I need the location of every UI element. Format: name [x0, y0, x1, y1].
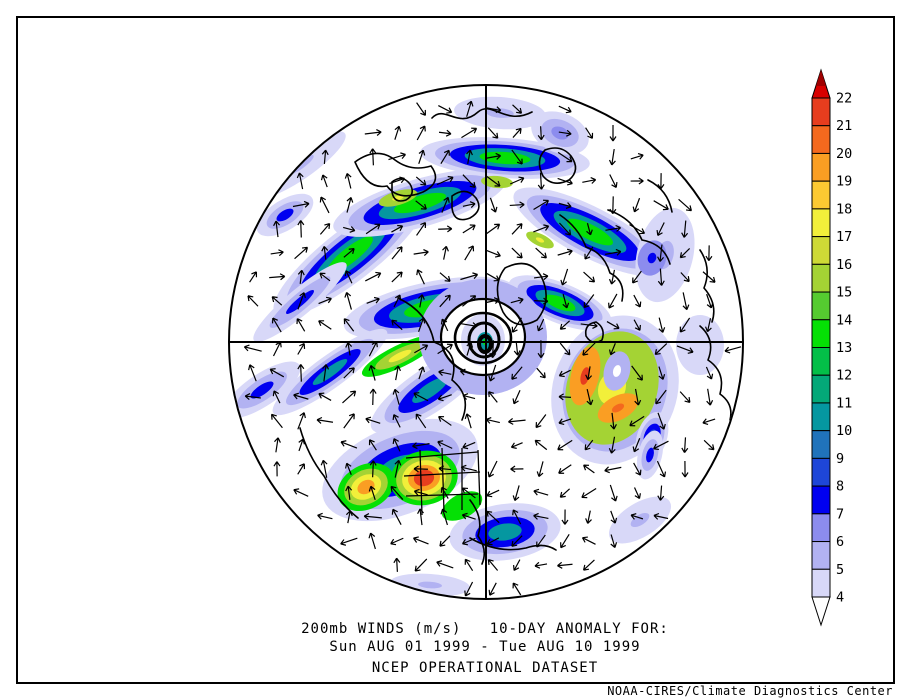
colorbar-tick-label: 15	[836, 285, 852, 301]
anomaly-shading	[230, 96, 724, 597]
colorbar-cell	[811, 291, 831, 321]
map-content	[230, 86, 742, 598]
colorbar-cell	[811, 319, 831, 348]
colorbar-cell	[811, 513, 831, 543]
dataset-label: NCEP OPERATIONAL DATASET	[371, 660, 599, 676]
colorbar-cell	[811, 125, 831, 154]
colorbar-cell	[811, 263, 831, 293]
colorbar-under-arrow	[811, 596, 831, 627]
colorbar-cell	[811, 152, 831, 182]
colorbar-cell	[811, 347, 831, 376]
colorbar-tick-label: 17	[836, 229, 852, 245]
colorbar-tick-label: 16	[836, 257, 852, 273]
wind-vectors	[243, 100, 742, 597]
colorbar-cell	[811, 568, 831, 598]
colorbar-tick-label: 11	[836, 395, 852, 411]
colorbar-cell	[811, 402, 831, 432]
plot-date-range: Sun AUG 01 1999 - Tue AUG 10 1999	[329, 639, 641, 655]
colorbar-tick-label: 9	[836, 451, 844, 467]
colorbar-tick-label: 8	[836, 479, 844, 495]
crosshair-lines	[230, 86, 742, 598]
colorbar-tick-label: 4	[836, 590, 844, 606]
colorbar-tick-label: 22	[836, 91, 852, 107]
colorbar-tick-label: 12	[836, 368, 852, 384]
colorbar-cell	[811, 485, 831, 515]
colorbar-tick-label: 20	[836, 146, 852, 162]
colorbar-tick-label: 14	[836, 312, 852, 328]
colorbar-cell	[811, 541, 831, 570]
colorbar-tick-label: 19	[836, 174, 852, 190]
colorbar-tick-label: 5	[836, 562, 844, 578]
colorbar-tick-label: 7	[836, 506, 844, 522]
colorbar-cell	[811, 180, 831, 210]
credit-text: NOAA-CIRES/Climate Diagnostics Center	[607, 684, 893, 698]
colorbar-cell	[811, 374, 831, 404]
colorbar-over-arrow-tip	[816, 70, 826, 86]
colorbar-cell	[811, 236, 831, 265]
plot-title: 200mb WINDS (m/s) 10-DAY ANOMALY FOR:	[301, 621, 669, 637]
colorbar: 22 21 20 19 18 17 16 15 14 13 12 11 10 9 8 7 6 5 4	[811, 68, 852, 627]
colorbar-cell	[811, 208, 831, 238]
colorbar-tick-label: 6	[836, 534, 844, 550]
colorbar-tick-label: 18	[836, 201, 852, 217]
map-rim-circle	[228, 84, 744, 600]
colorbar-cell	[811, 97, 831, 127]
colorbar-tick-label: 21	[836, 118, 852, 134]
colorbar-cell	[811, 430, 831, 459]
colorbar-tick-label: 13	[836, 340, 852, 356]
vortex-contour-rings	[439, 297, 527, 377]
colorbar-tick-label: 10	[836, 423, 852, 439]
colorbar-cell	[811, 457, 831, 487]
state-borders	[403, 447, 481, 516]
